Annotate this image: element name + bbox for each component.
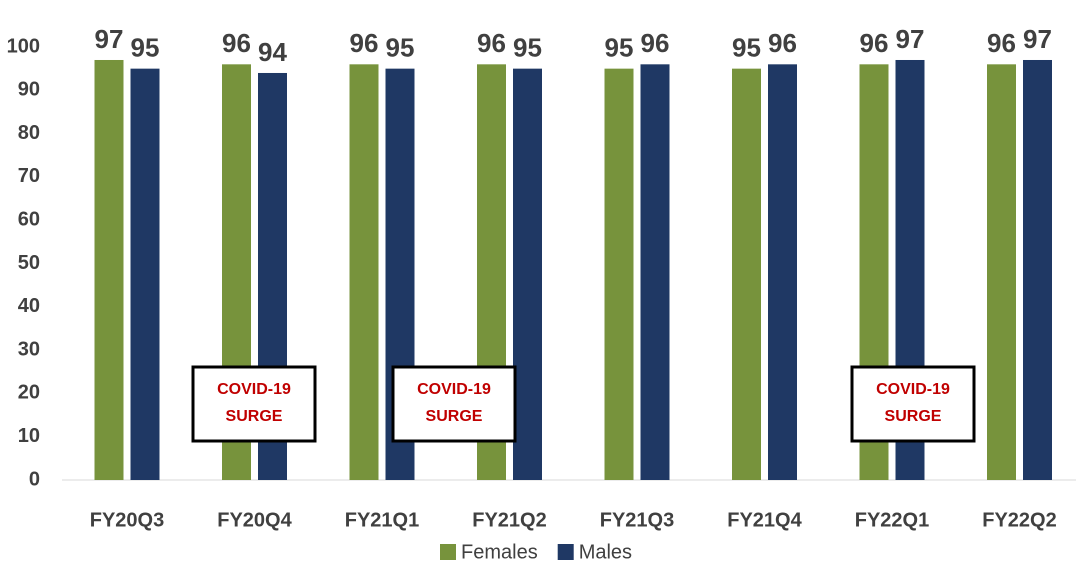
legend-swatch xyxy=(557,544,574,560)
x-tick-label: FY22Q1 xyxy=(855,509,929,531)
bar xyxy=(604,68,634,481)
y-tick-label: 0 xyxy=(29,468,40,490)
y-tick-label: 50 xyxy=(18,252,40,274)
x-tick-label: FY22Q2 xyxy=(982,509,1056,531)
annotation-text: COVID-19 xyxy=(217,381,291,398)
value-label: 95 xyxy=(605,33,634,63)
value-label: 95 xyxy=(732,33,761,63)
y-tick-label: 30 xyxy=(18,338,40,360)
y-tick-label: 70 xyxy=(18,165,40,187)
bar xyxy=(732,68,761,481)
value-label: 96 xyxy=(987,28,1016,58)
value-label: 96 xyxy=(477,28,506,58)
value-label: 94 xyxy=(258,37,287,67)
legend-label: Males xyxy=(579,541,632,563)
legend-label: Females xyxy=(461,541,538,563)
annotation-text: SURGE xyxy=(426,408,483,425)
annotation-text: COVID-19 xyxy=(876,381,950,398)
legend-swatch xyxy=(440,544,456,560)
value-label: 95 xyxy=(386,33,415,63)
x-tick-label: FY20Q4 xyxy=(217,509,292,531)
annotation-text: SURGE xyxy=(226,408,283,425)
value-label: 97 xyxy=(95,24,124,54)
bar xyxy=(768,64,797,480)
annotation-box xyxy=(191,365,317,443)
y-tick-label: 20 xyxy=(18,382,40,404)
bar xyxy=(1023,59,1052,481)
value-label: 96 xyxy=(222,28,251,58)
x-tick-label: FY20Q3 xyxy=(90,509,164,531)
value-label: 96 xyxy=(860,28,889,58)
y-tick-label: 80 xyxy=(18,122,40,144)
bar xyxy=(94,59,124,481)
value-label: 95 xyxy=(131,33,160,63)
x-tick-label: FY21Q4 xyxy=(727,509,802,531)
bar xyxy=(349,64,379,480)
annotation-text: COVID-19 xyxy=(417,381,491,398)
annotation-box xyxy=(850,365,976,443)
value-label: 97 xyxy=(1023,24,1052,54)
x-tick-label: FY21Q2 xyxy=(472,509,546,531)
y-tick-label: 10 xyxy=(18,425,40,447)
annotation-box xyxy=(391,365,517,443)
bar xyxy=(640,64,670,480)
value-label: 97 xyxy=(896,24,925,54)
bar xyxy=(987,64,1016,480)
y-tick-label: 60 xyxy=(18,208,40,230)
value-label: 96 xyxy=(350,28,379,58)
x-tick-label: FY21Q1 xyxy=(345,509,419,531)
bar xyxy=(130,68,160,481)
x-tick-label: FY21Q3 xyxy=(600,509,674,531)
value-label: 96 xyxy=(768,28,797,58)
y-tick-label: 40 xyxy=(18,295,40,317)
value-label: 96 xyxy=(641,28,670,58)
y-tick-label: 100 xyxy=(7,35,40,57)
annotation-text: SURGE xyxy=(885,408,942,425)
bar xyxy=(513,68,542,481)
y-tick-label: 90 xyxy=(18,79,40,101)
value-label: 95 xyxy=(513,33,542,63)
